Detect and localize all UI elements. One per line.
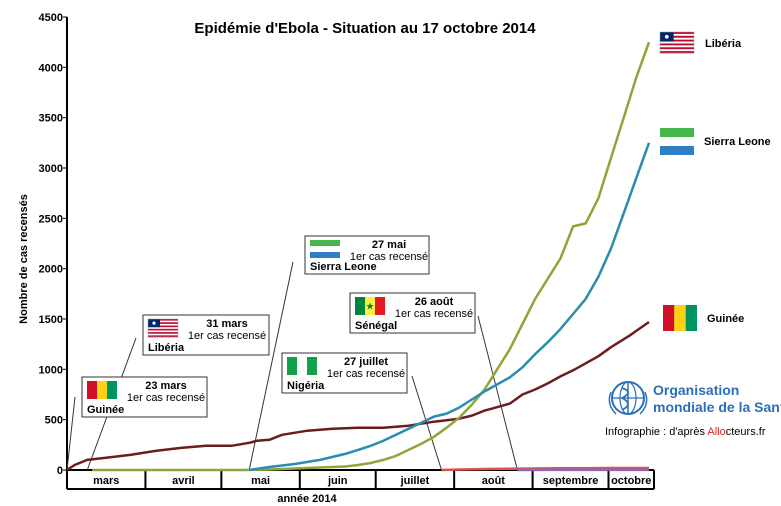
legend-item-lib-ria: Libéria (659, 31, 742, 54)
annotation-text: 1er cas recensé (395, 308, 473, 320)
legend-label: Guinée (707, 313, 744, 325)
guinea-flag-icon (87, 381, 117, 399)
senegal-star-icon: ★ (366, 302, 375, 313)
annotation-date: 27 mai (372, 239, 406, 251)
month-label: mars (93, 475, 119, 487)
annotation-connector (248, 261, 294, 471)
y-tick-label: 4500 (39, 12, 63, 24)
y-tick-label: 3500 (39, 113, 63, 125)
legend-item-sierra-leone: Sierra Leone (660, 128, 771, 155)
y-tick-label: 4000 (39, 62, 63, 74)
credit-brand-b: cteurs (726, 426, 756, 438)
who-emblem-icon (608, 381, 648, 415)
series-line-sierra-leone (249, 142, 651, 472)
y-tick-label: 3000 (39, 163, 63, 175)
y-axis: 0 500 1000 1500 2000 2500 3000 3500 4000 4500 (39, 12, 68, 477)
sierraleone-flag-icon (660, 128, 694, 155)
credit-prefix: Infographie : d'après (605, 426, 707, 438)
series-group (66, 41, 651, 472)
x-axis: mars avril mai juin juillet août septembre octo… (66, 469, 655, 490)
annotation-country: Sierra Leone (310, 261, 377, 273)
annotation-date: 23 mars (145, 380, 187, 392)
month-label: mai (251, 475, 270, 487)
month-label: août (482, 475, 506, 487)
month-label: septembre (543, 475, 599, 487)
annotation-date: 27 juillet (344, 356, 388, 368)
annotation-text: 1er cas recensé (327, 368, 405, 380)
legend-label: Sierra Leone (704, 136, 771, 148)
y-tick-label: 1500 (39, 314, 63, 326)
annotation-country: Libéria (148, 342, 185, 354)
annotation-country: Guinée (87, 404, 124, 416)
month-label: octobre (611, 475, 651, 487)
annotation-text: 1er cas recensé (188, 330, 266, 342)
legend-label: Libéria (705, 38, 742, 50)
senegal-flag-icon: ★ (355, 297, 385, 315)
y-tick-label: 0 (57, 465, 63, 477)
annotation-date: 26 août (415, 296, 454, 308)
y-axis-label: Nombre de cas recensés (18, 194, 30, 324)
nigeria-flag-icon (287, 357, 317, 375)
who-logo: Organisation mondiale de la Santé (608, 381, 781, 415)
series-line-guin-e (66, 320, 650, 472)
month-label: juin (327, 475, 348, 487)
legend-item-guin-e: Guinée (663, 305, 744, 331)
annotation-text: 1er cas recensé (127, 392, 205, 404)
chart-title: Epidémie d'Ebola - Situation au 17 octob… (194, 20, 536, 37)
annotation-text: 1er cas recensé (350, 251, 428, 263)
annotation-country: Sénégal (355, 320, 397, 332)
credit-suffix: .fr (756, 426, 766, 438)
sierraleone-flag-icon (310, 240, 340, 258)
annotation-country: Nigéria (287, 380, 325, 392)
y-tick-label: 2500 (39, 213, 63, 225)
month-label: juillet (400, 475, 430, 487)
annotation-connector (477, 315, 518, 471)
y-tick-label: 500 (45, 415, 63, 427)
annotation-connector (66, 396, 76, 471)
liberia-flag-icon (659, 31, 695, 54)
liberia-flag-icon (147, 318, 179, 338)
series-line-nig-ria (441, 466, 649, 472)
credit-line: Infographie : d'après Allocteurs.fr (605, 426, 766, 438)
x-axis-label: année 2014 (277, 493, 337, 505)
credit-brand-a: Allo (707, 426, 725, 438)
series-line-lib-ria (92, 41, 651, 472)
guinea-flag-icon (663, 305, 697, 331)
y-tick-label: 1000 (39, 364, 63, 376)
legend: Libéria Sierra Leone Guinée (659, 31, 771, 331)
who-name-line2: mondiale de la Santé (653, 399, 781, 415)
who-name-line1: Organisation (653, 382, 739, 398)
month-label: avril (172, 475, 195, 487)
annotation-date: 31 mars (206, 318, 248, 330)
y-tick-label: 2000 (39, 264, 63, 276)
